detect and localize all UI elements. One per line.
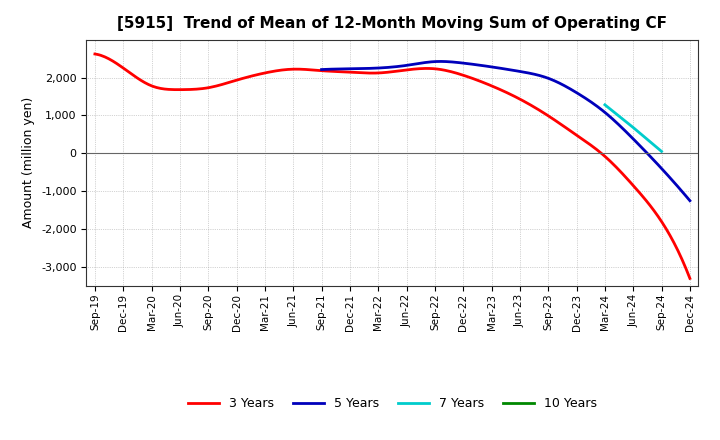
- 7 Years: [657, 149, 666, 154]
- 5 Years: [538, 73, 546, 79]
- 5 Years: [436, 59, 444, 64]
- Legend: 3 Years, 5 Years, 7 Years, 10 Years: 3 Years, 5 Years, 7 Years, 10 Years: [183, 392, 602, 415]
- 5 Years: [544, 76, 552, 81]
- 5 Years: [318, 67, 326, 72]
- Line: 7 Years: 7 Years: [605, 105, 662, 151]
- 7 Years: [600, 102, 609, 107]
- 5 Years: [629, 136, 637, 142]
- 3 Years: [630, 184, 639, 189]
- 5 Years: [685, 198, 694, 203]
- 3 Years: [445, 69, 454, 74]
- 3 Years: [685, 276, 694, 281]
- 5 Years: [318, 67, 327, 72]
- 5 Years: [652, 161, 661, 166]
- 3 Years: [443, 68, 451, 73]
- 5 Years: [536, 73, 545, 78]
- Title: [5915]  Trend of Mean of 12-Month Moving Sum of Operating CF: [5915] Trend of Mean of 12-Month Moving …: [117, 16, 667, 32]
- 3 Years: [93, 51, 102, 57]
- 3 Years: [592, 147, 600, 152]
- Line: 5 Years: 5 Years: [322, 62, 690, 201]
- Y-axis label: Amount (million yen): Amount (million yen): [22, 97, 35, 228]
- 3 Years: [455, 71, 464, 77]
- 3 Years: [91, 51, 99, 57]
- 7 Years: [629, 125, 637, 130]
- Line: 3 Years: 3 Years: [95, 54, 690, 279]
